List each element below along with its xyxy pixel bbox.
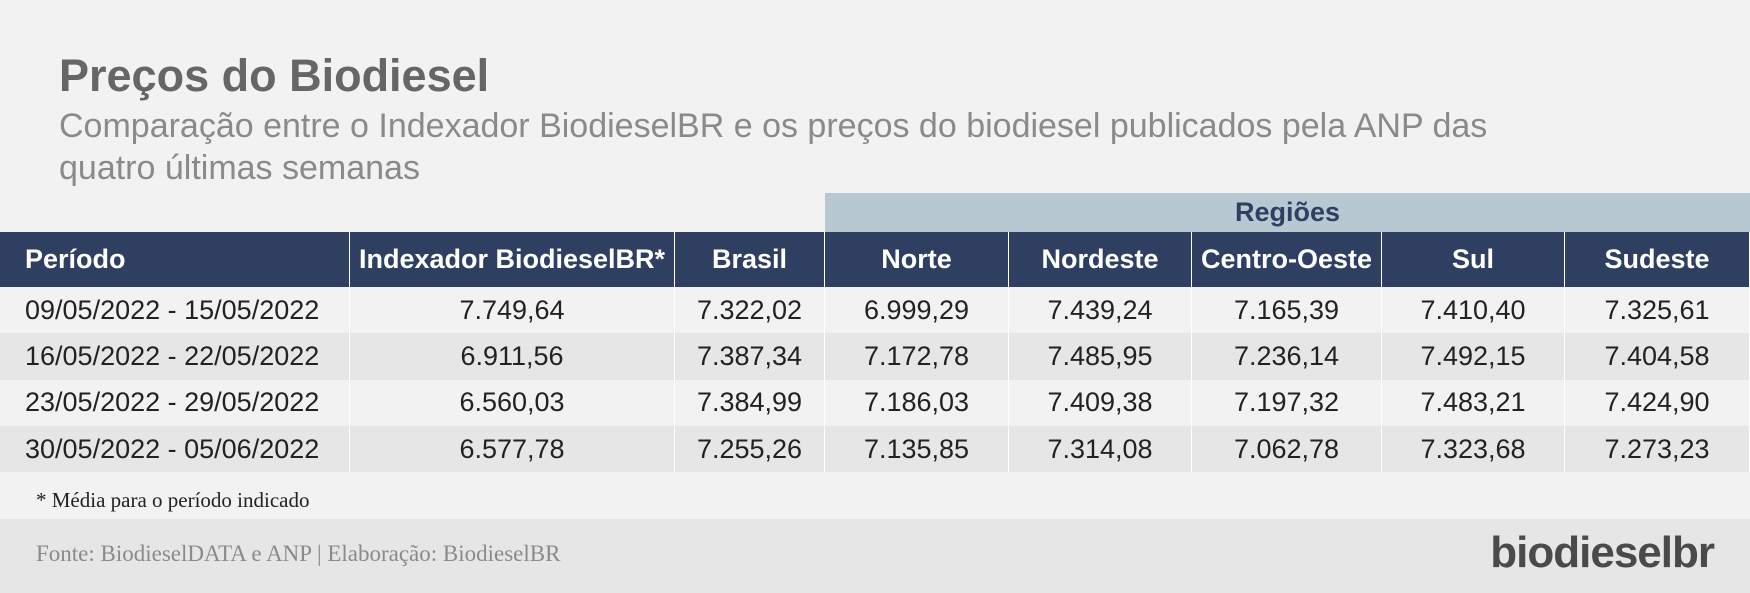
price-cell: 6.911,56 bbox=[350, 333, 675, 380]
column-header: Sul bbox=[1382, 232, 1565, 287]
column-header: Sudeste bbox=[1565, 232, 1750, 287]
footer-band bbox=[0, 519, 1750, 593]
price-cell: 7.325,61 bbox=[1565, 287, 1750, 334]
price-cell: 7.409,38 bbox=[1009, 379, 1192, 426]
price-cell: 7.197,32 bbox=[1192, 379, 1382, 426]
period-cell: 16/05/2022 - 22/05/2022 bbox=[0, 333, 350, 380]
column-header: Nordeste bbox=[1009, 232, 1192, 287]
price-cell: 7.135,85 bbox=[825, 425, 1009, 473]
price-cell: 7.273,23 bbox=[1565, 425, 1750, 473]
source: Fonte: BiodieselDATA e ANP | Elaboração:… bbox=[36, 541, 561, 566]
price-cell: 7.172,78 bbox=[825, 333, 1009, 380]
group-header: Regiões bbox=[825, 193, 1750, 232]
footnote: * Média para o período indicado bbox=[36, 488, 310, 512]
price-cell: 6.560,03 bbox=[350, 379, 675, 426]
column-header: Centro-Oeste bbox=[1192, 232, 1382, 287]
price-cell: 7.483,21 bbox=[1382, 379, 1565, 426]
period-cell: 23/05/2022 - 29/05/2022 bbox=[0, 379, 350, 426]
logo: biodieselbr bbox=[1490, 528, 1715, 577]
price-cell: 7.322,02 bbox=[675, 287, 825, 334]
column-header: Brasil bbox=[675, 232, 825, 287]
price-cell: 6.999,29 bbox=[825, 287, 1009, 334]
price-cell: 7.323,68 bbox=[1382, 425, 1565, 473]
period-cell: 30/05/2022 - 05/06/2022 bbox=[0, 425, 350, 473]
price-cell: 7.410,40 bbox=[1382, 287, 1565, 334]
price-cell: 7.492,15 bbox=[1382, 333, 1565, 380]
title: Preços do Biodiesel bbox=[59, 50, 490, 101]
price-cell: 7.062,78 bbox=[1192, 425, 1382, 473]
price-cell: 7.485,95 bbox=[1009, 333, 1192, 380]
price-cell: 7.424,90 bbox=[1565, 379, 1750, 426]
column-header: Período bbox=[0, 232, 350, 287]
period-cell: 09/05/2022 - 15/05/2022 bbox=[0, 287, 350, 334]
price-cell: 7.384,99 bbox=[675, 379, 825, 426]
subtitle: Comparação entre o Indexador BiodieselBR… bbox=[59, 107, 1488, 187]
price-cell: 7.749,64 bbox=[350, 287, 675, 334]
price-cell: 7.165,39 bbox=[1192, 287, 1382, 334]
price-cell: 7.439,24 bbox=[1009, 287, 1192, 334]
price-cell: 7.236,14 bbox=[1192, 333, 1382, 380]
price-cell: 6.577,78 bbox=[350, 425, 675, 473]
price-cell: 7.314,08 bbox=[1009, 425, 1192, 473]
column-header: Norte bbox=[825, 232, 1009, 287]
price-cell: 7.255,26 bbox=[675, 425, 825, 473]
price-cell: 7.404,58 bbox=[1565, 333, 1750, 380]
price-cell: 7.387,34 bbox=[675, 333, 825, 380]
price-cell: 7.186,03 bbox=[825, 379, 1009, 426]
column-header: Indexador BiodieselBR* bbox=[350, 232, 675, 287]
